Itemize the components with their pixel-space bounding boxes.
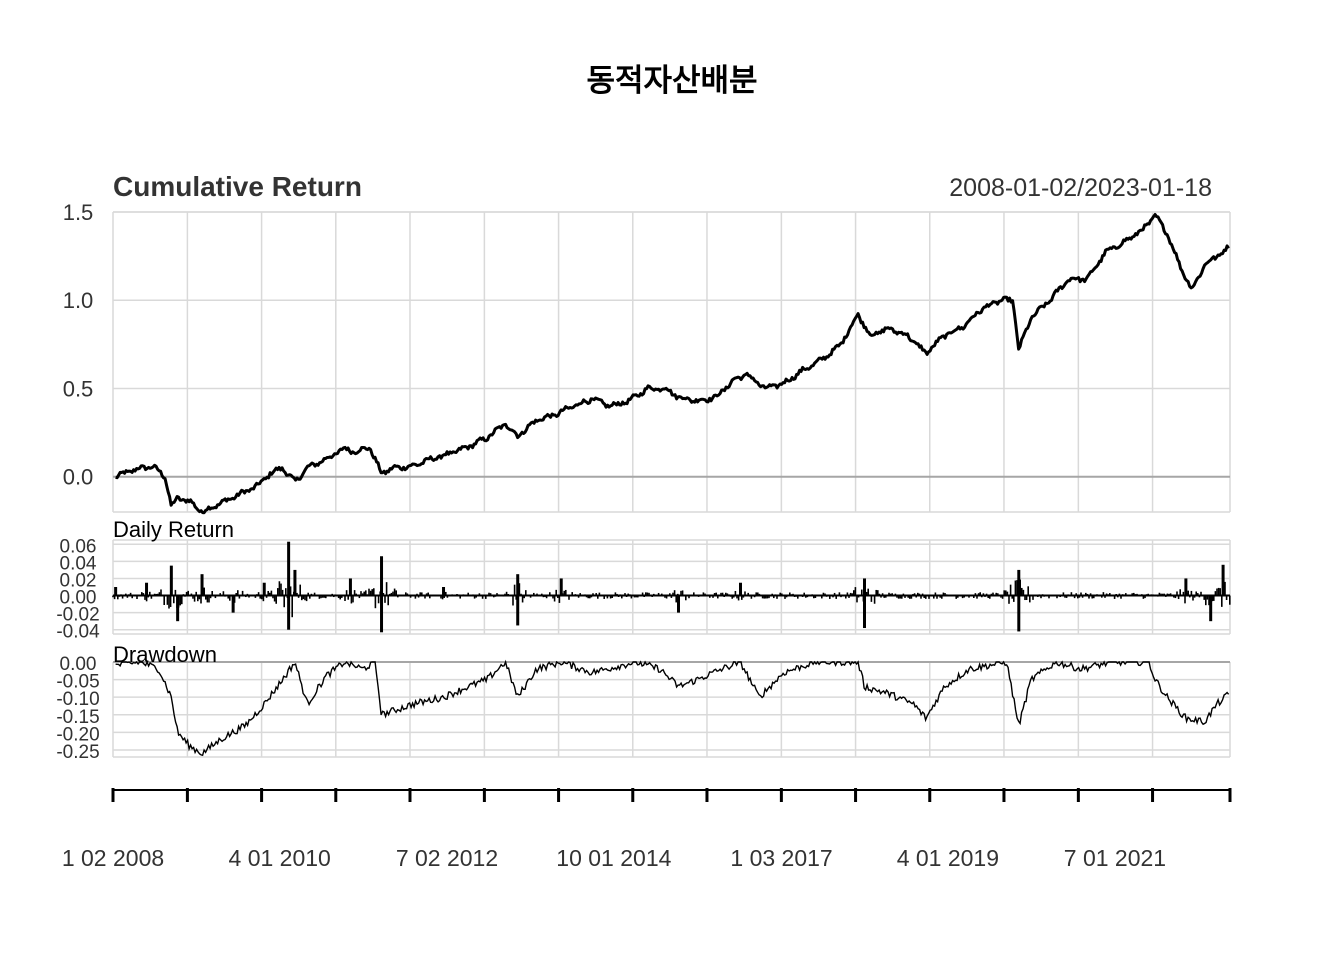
y-tick-label: 0.02 <box>60 570 97 591</box>
y-tick-label: -0.10 <box>56 689 99 710</box>
drawdown-line <box>115 659 1230 757</box>
x-tick-label: 7 02 2012 <box>396 845 498 871</box>
x-tick-label: 10 01 2014 <box>556 845 671 871</box>
y-tick-label: -0.25 <box>56 742 99 763</box>
cumulative-return-panel: 0.0 0.5 1.0 1.5 <box>63 200 1231 515</box>
y-tick-label: 0.04 <box>60 553 97 574</box>
x-tick-label: 7 01 2021 <box>1064 845 1166 871</box>
y-tick-label: 1.5 <box>63 200 94 225</box>
chart-title: 동적자산배분 <box>586 63 757 98</box>
cumulative-return-line <box>115 213 1230 515</box>
y-tick-label: 0.00 <box>60 588 97 609</box>
drawdown-series <box>115 659 1230 757</box>
date-range-label: 2008-01-02/2023-01-18 <box>949 174 1212 202</box>
drawdown-y-axis: -0.25-0.20-0.15-0.10-0.050.00 <box>56 654 99 763</box>
y-tick-label: 0.06 <box>60 536 97 557</box>
x-tick-label: 1 02 2008 <box>62 845 164 871</box>
cumulative-return-series <box>115 213 1230 515</box>
y-tick-label: 1.0 <box>63 288 94 313</box>
daily-return-grid <box>112 539 1231 635</box>
x-tick-label: 1 03 2017 <box>730 845 832 871</box>
x-tick-label: 4 01 2010 <box>229 845 331 871</box>
daily-return-panel: -0.04-0.020.000.020.040.06 Daily Return <box>56 517 1231 643</box>
cumulative-return-title: Cumulative Return <box>113 171 362 202</box>
y-tick-label: -0.05 <box>56 672 99 693</box>
daily-return-title: Daily Return <box>113 517 234 542</box>
cumulative-return-y-axis: 0.0 0.5 1.0 1.5 <box>63 200 94 490</box>
drawdown-title: Drawdown <box>113 642 217 667</box>
y-tick-label: -0.04 <box>56 622 100 643</box>
y-tick-label: -0.02 <box>56 605 99 626</box>
x-tick-label: 4 01 2019 <box>897 845 999 871</box>
drawdown-panel: -0.25-0.20-0.15-0.10-0.050.00 Drawdown <box>56 642 1231 763</box>
drawdown-grid <box>112 661 1231 758</box>
y-tick-label: 0.00 <box>60 654 97 675</box>
daily-return-y-axis: -0.04-0.020.000.020.040.06 <box>56 536 100 642</box>
daily-return-series <box>112 541 1231 633</box>
y-tick-label: -0.20 <box>56 724 99 745</box>
y-tick-label: 0.0 <box>63 465 94 490</box>
x-axis: 1 02 2008 4 01 2010 7 02 2012 10 01 2014 1 0… <box>62 788 1232 871</box>
y-tick-label: 0.5 <box>63 376 94 401</box>
y-tick-label: -0.15 <box>56 707 99 728</box>
cumulative-return-grid <box>112 211 1231 513</box>
